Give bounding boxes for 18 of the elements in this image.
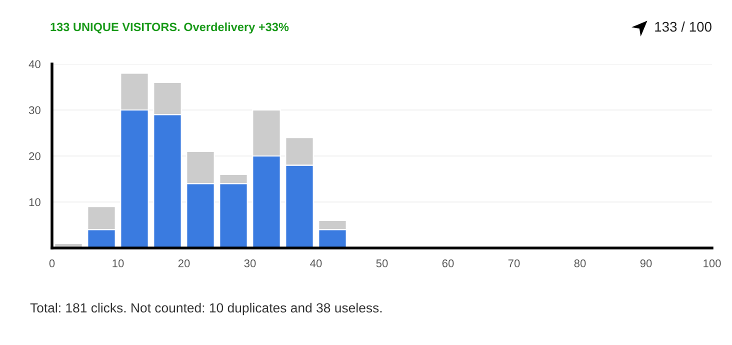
chart-title: 133 UNIQUE VISITORS. Overdelivery +33% [50,22,289,34]
y-tick-label: 10 [29,198,40,206]
x-tick-label: 40 [310,259,322,268]
text: Total: 181 clicks. Not counted: 10 duplicates and 38 useless. [30,302,382,316]
x-tick-label: 30 [244,259,256,268]
x-tick-label: 10 [112,259,124,268]
text: 133 / 100 [655,22,712,32]
y-tick-label: 40 [28,60,40,68]
y-tick-label: 20 [29,152,40,160]
x-tick-label: 80 [574,259,586,268]
x-tick-label: 90 [640,259,652,268]
x-tick-label: 50 [376,259,388,268]
x-tick-label: 60 [442,259,454,268]
x-tick-label: 100 [704,259,721,268]
x-tick-label: 0 [49,259,55,268]
x-tick-label: 70 [508,259,520,268]
x-tick-label: 20 [178,259,190,268]
y-tick-label: 30 [28,106,40,114]
